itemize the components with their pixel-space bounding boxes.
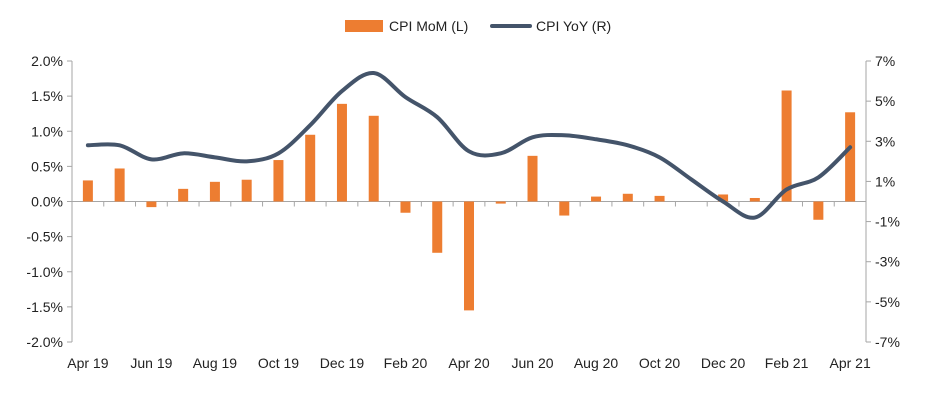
left-tick-label: -2.0% (26, 334, 63, 350)
left-tick-label: 0.5% (31, 158, 63, 174)
bar-mom (527, 155, 538, 202)
bar-mom (400, 201, 411, 213)
bar-mom (622, 193, 633, 202)
bar-mom (781, 90, 792, 202)
right-tick-label: -7% (875, 334, 900, 350)
x-tick-label: Aug 19 (193, 355, 238, 371)
left-tick-label: -1.0% (26, 264, 63, 280)
bar-mom (559, 201, 570, 216)
x-tick-label: Feb 21 (765, 355, 809, 371)
x-tick-label: Apr 21 (829, 355, 870, 371)
bar-mom (654, 195, 665, 202)
x-tick-label: Jun 19 (130, 355, 172, 371)
left-tick-label: 0.0% (31, 194, 63, 210)
legend-swatch-mom (345, 20, 383, 32)
bar-mom (495, 201, 506, 204)
bar-mom (749, 197, 760, 202)
bar-mom (432, 201, 443, 253)
left-tick-label: 1.5% (31, 88, 63, 104)
x-tick-label: Aug 20 (574, 355, 619, 371)
bar-mom (273, 160, 284, 202)
legend-label-yoy: CPI YoY (R) (536, 18, 611, 34)
x-tick-label: Jun 20 (511, 355, 553, 371)
x-tick-label: Oct 20 (639, 355, 680, 371)
legend-label-mom: CPI MoM (L) (389, 18, 468, 34)
x-tick-label: Dec 19 (320, 355, 365, 371)
left-tick-label: 1.0% (31, 123, 63, 139)
bar-mom (305, 134, 316, 202)
right-tick-label: 7% (875, 53, 895, 69)
left-tick-label: -0.5% (26, 229, 63, 245)
left-tick-label: -1.5% (26, 299, 63, 315)
bar-mom (82, 180, 93, 202)
bar-mom (336, 103, 347, 202)
right-tick-label: -5% (875, 294, 900, 310)
bar-mom (464, 201, 474, 311)
bar-mom (813, 201, 824, 220)
right-tick-label: 5% (875, 93, 895, 109)
bar-mom (718, 194, 729, 202)
x-tick-label: Apr 20 (448, 355, 489, 371)
right-tick-label: -1% (875, 214, 900, 230)
right-tick-label: -3% (875, 254, 900, 270)
bar-mom (591, 196, 602, 202)
bar-mom (178, 188, 189, 202)
x-tick-label: Oct 19 (258, 355, 299, 371)
left-tick-label: 2.0% (31, 53, 63, 69)
x-tick-label: Apr 19 (67, 355, 108, 371)
bar-mom (114, 168, 125, 202)
bar-mom (845, 112, 856, 202)
x-tick-label: Dec 20 (701, 355, 746, 371)
bar-mom (241, 179, 252, 202)
x-tick-label: Feb 20 (384, 355, 428, 371)
bar-mom (146, 201, 157, 208)
bar-mom (368, 115, 379, 202)
right-tick-label: 1% (875, 173, 895, 189)
bar-mom (209, 181, 220, 202)
line-yoy (85, 71, 853, 220)
right-tick-label: 3% (875, 133, 895, 149)
